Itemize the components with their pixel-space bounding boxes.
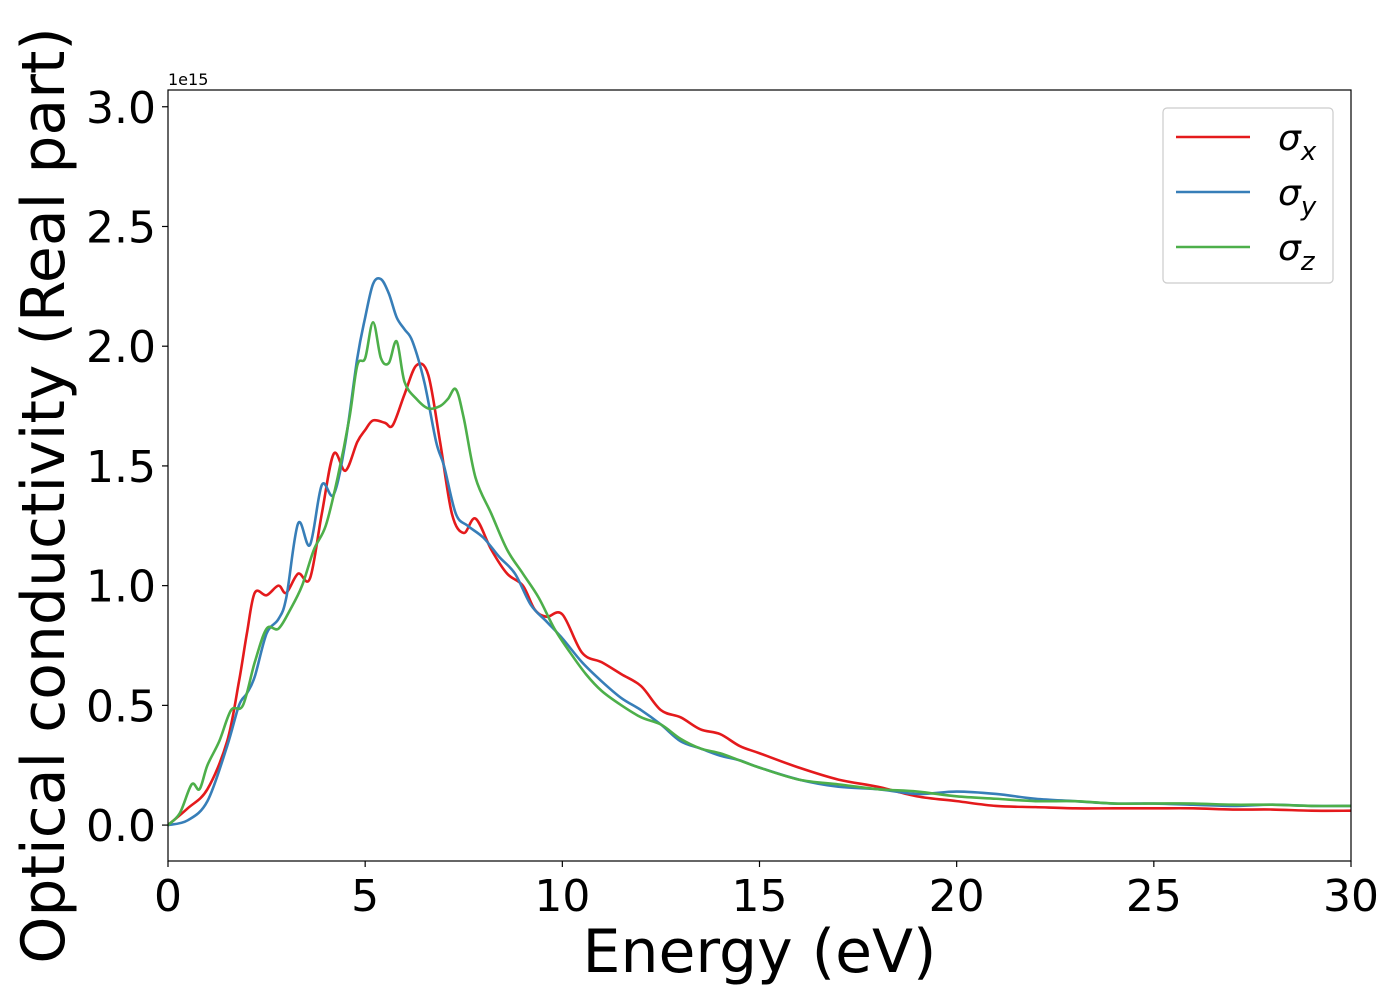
x-tick-label: 15 [732,871,788,922]
y-tick-label: 3.0 [86,83,156,134]
legend: σx σy σz [1162,107,1334,284]
x-axis-label: Energy (eV) [583,917,937,987]
series-line-x [168,362,1351,827]
legend-box [1162,107,1334,284]
ticks-layer: 0 5 10 15 20 25 30 0.0 0.5 1.0 1.5 2.0 2.5 3.0 [86,83,1379,922]
x-tick-label: 10 [534,871,590,922]
y-tick-label: 1.0 [86,562,156,613]
y-axis-offset-text: 1e15 [168,70,208,89]
y-axis-label: Optical conductivity (Real part) [9,27,79,964]
x-tick-label: 5 [351,871,379,922]
y-tick-label: 0.0 [86,801,156,852]
y-tick-label: 0.5 [86,681,156,732]
plot-area-frame [167,89,1352,862]
y-tick-label: 2.5 [86,202,156,253]
x-tick-label: 30 [1323,871,1379,922]
x-tick-label: 20 [929,871,985,922]
legend-label-y: σy [1278,173,1317,222]
series-line-z [168,320,1351,827]
legend-label-z: σz [1278,228,1316,277]
series-line-y [168,276,1351,827]
legend-label-x: σx [1278,118,1317,167]
x-tick-label: 25 [1126,871,1182,922]
x-tick-label: 0 [154,871,182,922]
series-layer [168,276,1351,827]
y-tick-label: 1.5 [86,442,156,493]
y-tick-label: 2.0 [86,322,156,373]
